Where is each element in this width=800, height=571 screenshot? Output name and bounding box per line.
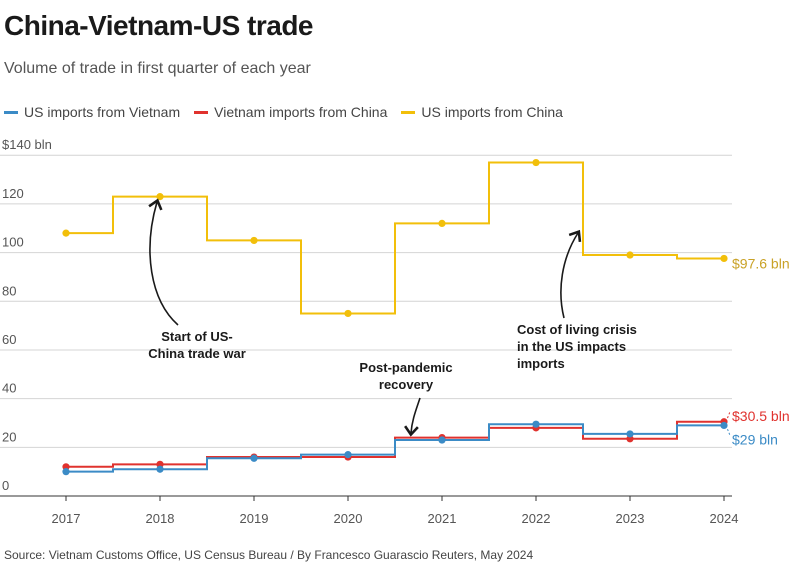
data-point: [720, 421, 728, 430]
x-tick-label: 2023: [616, 511, 645, 526]
data-point: [62, 229, 70, 237]
y-tick-label: 120: [2, 186, 24, 201]
annotation-text: Start of US-: [161, 329, 233, 344]
y-tick-label: 20: [2, 429, 16, 444]
annotation-text: China trade war: [148, 346, 246, 361]
data-point: [438, 436, 446, 444]
x-tick-label: 2018: [146, 511, 175, 526]
end-label-leader: [725, 425, 731, 436]
data-point: [156, 193, 164, 201]
x-tick-label: 2017: [52, 511, 81, 526]
y-tick-label: 40: [2, 381, 16, 396]
legend-swatch: [194, 110, 209, 114]
x-tick-label: 2022: [522, 511, 551, 526]
end-label: $97.6 bln: [732, 255, 790, 271]
annotation-arrow-cost-of-living: [560, 229, 582, 319]
y-tick-label: 80: [2, 283, 16, 298]
data-point: [62, 468, 70, 476]
end-label-leader: [725, 411, 731, 422]
annotation-arrow-trade-war: [148, 198, 179, 326]
legend-label: US imports from China: [421, 104, 563, 120]
end-label: $30.5 bln: [732, 408, 790, 424]
y-tick-label: 0: [2, 478, 9, 493]
x-tick-label: 2019: [240, 511, 269, 526]
annotation-arrow-post-pandemic: [404, 397, 421, 437]
data-point: [156, 465, 164, 473]
annotation-text: imports: [517, 356, 565, 371]
data-point: [720, 254, 728, 263]
legend-label: US imports from Vietnam: [24, 104, 181, 120]
annotation-text: recovery: [379, 377, 434, 392]
data-point: [626, 430, 634, 438]
legend-item-us-imports-vietnam: US imports from Vietnam: [4, 104, 180, 120]
y-tick-label: 60: [2, 332, 16, 347]
x-tick-label: 2021: [428, 511, 457, 526]
data-point: [344, 309, 352, 318]
legend-label: Vietnam imports from China: [214, 104, 388, 120]
legend-item-vietnam-imports-china: Vietnam imports from China: [194, 104, 387, 120]
source-note: Source: Vietnam Customs Office, US Censu…: [4, 548, 534, 562]
data-point: [250, 236, 258, 245]
x-tick-label: 2024: [710, 511, 739, 526]
x-tick-label: 2020: [334, 511, 363, 526]
chart-title: China-Vietnam-US trade: [4, 10, 314, 41]
legend-item-us-imports-china: US imports from China: [401, 104, 563, 120]
annotation-text: Post-pandemic: [359, 360, 452, 375]
y-tick-label: 100: [2, 235, 24, 250]
legend-swatch: [4, 110, 18, 114]
end-label: $29 bln: [732, 431, 778, 447]
chart-subtitle: Volume of trade in first quarter of each…: [4, 60, 311, 77]
data-point: [532, 158, 540, 167]
data-point: [532, 420, 540, 428]
series-line-us-imports-from-china: [66, 161, 724, 315]
data-point: [344, 451, 352, 459]
y-tick-label: $140 bln: [2, 137, 52, 152]
legend: US imports from Vietnam Vietnam imports …: [4, 104, 563, 120]
series-line-vietnam-imports-from-china: [66, 420, 724, 468]
annotation-text: in the US impacts: [517, 339, 626, 354]
annotation-text: Cost of living crisis: [517, 322, 637, 337]
data-point: [626, 251, 634, 259]
legend-swatch: [401, 110, 416, 114]
data-point: [438, 219, 446, 227]
data-point: [250, 454, 258, 462]
